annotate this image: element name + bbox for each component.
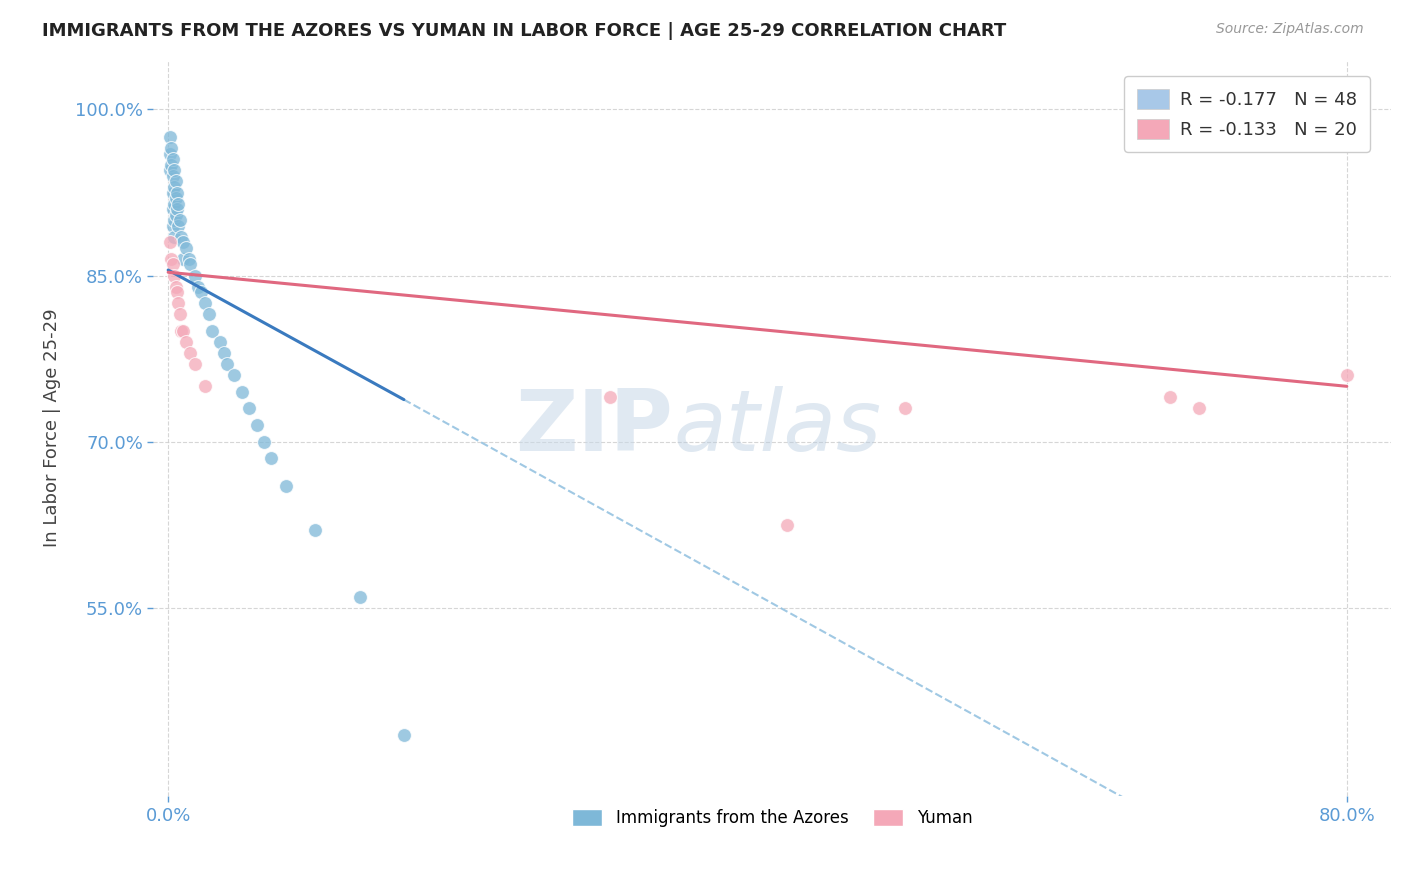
Point [208,334,231,349]
Point [163,229,186,244]
Point [162,169,184,183]
Point [183,268,205,283]
Point [174,334,197,349]
Point [194,296,217,310]
Point [174,241,197,255]
Point [304,523,326,537]
Point [198,307,221,321]
Point [212,346,235,360]
Point [224,368,246,383]
Point [167,219,190,233]
Point [162,219,184,233]
Legend: Immigrants from the Azores, Yuman: Immigrants from the Azores, Yuman [564,801,980,836]
Point [231,384,253,399]
Point [776,517,799,532]
Point [179,258,201,272]
Y-axis label: In Labor Force | Age 25-29: In Labor Force | Age 25-29 [44,309,60,547]
Point [163,180,186,194]
Point [159,130,181,145]
Point [159,146,181,161]
Point [274,479,297,493]
Point [167,296,190,310]
Point [166,202,188,216]
Point [349,590,371,604]
Point [194,379,217,393]
Point [260,451,283,466]
Point [163,163,186,178]
Point [162,153,184,167]
Point [172,324,194,338]
Point [201,324,224,338]
Point [163,268,186,283]
Point [159,235,181,250]
Point [190,285,212,300]
Point [1188,401,1211,416]
Point [169,213,191,227]
Point [172,252,194,266]
Point [170,229,193,244]
Point [165,208,187,222]
Point [166,285,188,300]
Point [170,324,193,338]
Point [179,346,201,360]
Point [165,279,187,293]
Point [160,158,183,172]
Point [238,401,260,416]
Point [162,258,184,272]
Point [894,401,917,416]
Point [392,728,415,742]
Point [1159,391,1181,405]
Point [172,235,194,250]
Text: atlas: atlas [673,386,882,469]
Point [187,279,209,293]
Point [245,418,267,433]
Point [162,202,184,216]
Point [165,174,187,188]
Point [183,357,205,371]
Point [163,213,186,227]
Point [163,196,186,211]
Point [162,186,184,200]
Point [165,191,187,205]
Point [167,196,190,211]
Text: ZIP: ZIP [516,386,673,469]
Point [159,163,181,178]
Point [160,252,183,266]
Point [599,391,621,405]
Point [169,307,191,321]
Point [217,357,239,371]
Point [166,186,188,200]
Text: Source: ZipAtlas.com: Source: ZipAtlas.com [1216,22,1364,37]
Point [177,252,200,266]
Point [253,434,276,449]
Text: IMMIGRANTS FROM THE AZORES VS YUMAN IN LABOR FORCE | AGE 25-29 CORRELATION CHART: IMMIGRANTS FROM THE AZORES VS YUMAN IN L… [42,22,1007,40]
Point [160,141,183,155]
Point [1336,368,1358,383]
